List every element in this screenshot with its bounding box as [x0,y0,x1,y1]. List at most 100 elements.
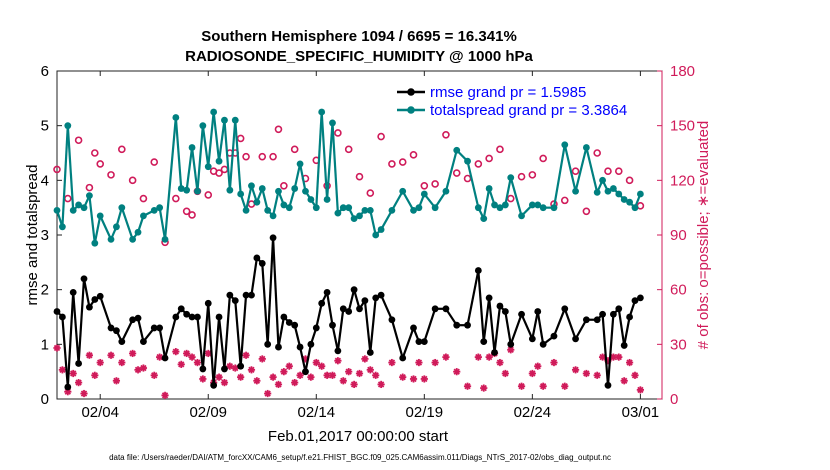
totalspread-point [188,144,196,151]
possible-point [528,171,537,179]
totalspread-point [156,204,164,212]
evaluated-point [388,358,396,367]
rmse-line-segment [77,278,86,364]
rmse-line-segment [223,295,231,370]
rmse-point [194,313,201,321]
rmse-point [485,294,493,302]
rmse-line-segment [369,297,377,353]
rmse-point [534,308,542,315]
totalspread-point [69,207,77,214]
totalspread-point [242,207,250,214]
totalspread-point [237,190,245,198]
evaluated-point [237,373,245,381]
totalspread-point [442,187,450,195]
possible-point [204,191,213,199]
evaluated-point [501,369,509,378]
rmse-point [69,289,77,296]
totalspread-point [334,209,342,217]
rmse-point [474,267,482,274]
plot-frame [56,70,663,400]
totalspread-line-segment [158,207,167,240]
totalspread-point [626,198,633,206]
evaluated-point [361,355,369,363]
totalspread-point [140,212,147,220]
totalspread-point [86,192,93,200]
y-right-tick-label: 90 [670,227,687,244]
x-tick-label: 02/24 [514,404,552,421]
rmse-point [507,340,515,348]
evaluated-point [318,362,326,370]
legend: rmse grand pr = 1.5985 totalspread grand… [393,80,656,122]
rmse-point [420,338,428,345]
possible-point [334,129,342,137]
rmse-point [113,327,120,335]
y-left-tick-label: 6 [41,63,49,80]
possible-point [571,167,580,176]
rmse-point [188,313,196,321]
rmse-line-segment [99,295,113,329]
rmse-line-segment [201,303,210,370]
totalspread-line-segment [93,215,102,244]
totalspread-line-segment [120,207,134,240]
rmse-line-segment [163,316,177,359]
possible-point [355,172,364,181]
rmse-point [242,291,250,299]
totalspread-point [399,187,407,195]
evaluated-point [150,371,158,379]
legend-marker-totalspread [407,106,415,114]
rmse-line-segment [531,311,539,340]
rmse-point [118,338,126,345]
totalspread-line-segment [99,215,113,240]
totalspread-line-segment [201,125,210,167]
rmse-line-segment [315,303,323,329]
possible-point [517,172,526,181]
totalspread-point [550,204,558,212]
possible-point [539,154,547,163]
possible-point [242,152,250,161]
evaluated-point [598,353,607,361]
rmse-point [620,342,628,349]
totalspread-point [507,174,515,182]
totalspread-point [615,190,623,198]
possible-point [474,160,483,168]
evaluated-point [96,358,104,367]
totalspread-point [464,157,471,165]
evaluated-point [593,371,601,379]
totalspread-point [269,212,277,220]
rmse-line-segment [271,237,280,348]
rmse-point [361,297,369,304]
totalspread-line-segment [61,125,69,227]
evaluated-point [231,364,239,372]
totalspread-point [356,212,363,220]
rmse-point [302,368,309,376]
totalspread-point [226,186,234,194]
rmse-line-segment [66,292,75,388]
totalspread-line-segment [185,147,194,191]
totalspread-point [620,196,628,203]
rmse-point [161,354,169,362]
evaluated-point [215,373,223,381]
evaluated-point [372,371,380,379]
rmse-point [107,324,115,332]
evaluated-point [528,369,536,378]
evaluated-point [420,375,428,383]
rmse-line-segment [158,327,167,359]
totalspread-line-segment [174,117,183,189]
rmse-line-segment [61,316,69,388]
rmse-point [226,291,234,299]
rmse-point [96,292,104,300]
evaluated-point [69,369,77,378]
totalspread-point [604,187,612,195]
rmse-point [599,310,606,318]
evaluated-point [550,358,558,367]
totalspread-point [420,190,428,198]
totalspread-point [275,187,282,195]
rmse-point [582,316,590,324]
totalspread-point [264,207,272,214]
y-right-tick-label: 60 [670,282,687,299]
evaluated-point [247,366,256,374]
totalspread-point [285,204,293,212]
rmse-point [377,291,385,299]
rmse-point [626,313,633,321]
evaluated-point [328,371,337,379]
